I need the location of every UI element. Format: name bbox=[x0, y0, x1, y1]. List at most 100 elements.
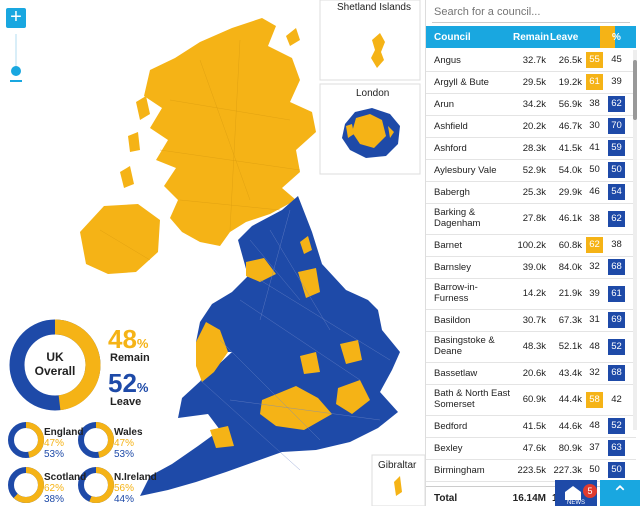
leave-votes: 26.5k bbox=[558, 55, 582, 66]
table-row[interactable]: Bassetlaw 20.6k 43.4k 32 68 bbox=[426, 363, 636, 385]
leave-votes: 44.6k bbox=[558, 421, 582, 432]
leave-votes: 80.9k bbox=[558, 443, 582, 454]
table-row[interactable]: Ashfield 20.2k 46.7k 30 70 bbox=[426, 116, 636, 138]
leave-votes: 67.3k bbox=[558, 315, 582, 326]
leave-votes: 227.3k bbox=[553, 465, 582, 476]
remain-votes: 32.7k bbox=[522, 55, 546, 66]
remain-votes: 20.2k bbox=[522, 121, 546, 132]
remain-pct: 61 bbox=[586, 74, 603, 90]
region-donut-remain bbox=[8, 467, 44, 503]
remain-votes: 39.0k bbox=[522, 262, 546, 273]
zoom-out-button[interactable] bbox=[10, 80, 22, 82]
leave-votes: 21.9k bbox=[558, 288, 582, 299]
table-row[interactable]: Barking & Dagenham 27.8k 46.1k 38 62 bbox=[426, 204, 636, 235]
scotland-region bbox=[144, 18, 316, 246]
leave-votes: 43.4k bbox=[558, 368, 582, 379]
table-row[interactable]: Barnsley 39.0k 84.0k 32 68 bbox=[426, 257, 636, 279]
remain-pct: 37 bbox=[589, 442, 600, 453]
remain-percentage: 48% bbox=[108, 324, 149, 354]
region-leave-pct: 53% bbox=[114, 449, 135, 460]
table-scrollbar[interactable] bbox=[633, 50, 637, 430]
remain-pct: 38 bbox=[589, 213, 600, 224]
zoom-slider-handle[interactable] bbox=[11, 66, 21, 76]
council-name: Basingstoke & Deane bbox=[434, 335, 495, 357]
remain-votes: 41.5k bbox=[522, 421, 546, 432]
leave-pct: 62 bbox=[608, 211, 625, 227]
leave-pct: 68 bbox=[608, 259, 625, 275]
table-row[interactable]: Ashford 28.3k 41.5k 41 59 bbox=[426, 138, 636, 160]
table-row[interactable]: Barrow-in-Furness 14.2k 21.9k 39 61 bbox=[426, 279, 636, 310]
leave-label: Leave bbox=[110, 396, 142, 408]
leave-pct: 38 bbox=[611, 239, 622, 250]
remain-pct: 62 bbox=[586, 237, 603, 253]
table-row[interactable]: Birmingham 223.5k 227.3k 50 50 bbox=[426, 460, 636, 482]
zoom-in-button[interactable]: + bbox=[6, 7, 26, 28]
region-leave-pct: 38% bbox=[44, 494, 65, 505]
council-results-panel: Council Remain Leave % Angus32.7k26.5k55… bbox=[425, 0, 640, 506]
council-search-input[interactable] bbox=[432, 2, 630, 23]
council-name: Argyll & Bute bbox=[434, 77, 489, 88]
remain-area-cambridge bbox=[340, 340, 362, 364]
leave-pct: 50 bbox=[608, 462, 625, 478]
leave-votes: 56.9k bbox=[558, 99, 582, 110]
table-row[interactable]: Bath & North East Somerset 60.9k 44.4k 58 42 bbox=[426, 385, 636, 416]
region-name: England bbox=[44, 427, 84, 438]
uk-results-map[interactable] bbox=[0, 0, 425, 506]
council-name: Bassetlaw bbox=[434, 368, 478, 379]
leave-votes: 44.4k bbox=[558, 394, 582, 405]
shetland-inset-frame bbox=[319, 0, 421, 81]
uk-overall-title: UK Overall bbox=[34, 350, 76, 378]
table-row[interactable]: Angus 32.7k 26.5k 55 45 bbox=[426, 50, 636, 72]
remain-area-south bbox=[260, 386, 332, 430]
remain-votes: 48.3k bbox=[522, 341, 546, 352]
remain-pct: 46 bbox=[589, 186, 600, 197]
remain-votes: 27.8k bbox=[522, 213, 546, 224]
leave-pct: 68 bbox=[608, 365, 625, 381]
remain-votes: 52.9k bbox=[522, 165, 546, 176]
region-name: Wales bbox=[114, 427, 143, 438]
leave-pct: 45 bbox=[611, 54, 622, 65]
news-label: NEWS bbox=[567, 500, 585, 506]
council-table-body[interactable]: Angus 32.7k 26.5k 55 45 Argyll & Bute 29.5k 19.… bbox=[426, 50, 636, 504]
remain-pct: 48 bbox=[589, 420, 600, 431]
england-wales-region bbox=[140, 196, 400, 496]
leave-pct: 52 bbox=[608, 339, 625, 355]
leave-votes: 46.1k bbox=[558, 213, 582, 224]
region-name: N.Ireland bbox=[114, 472, 157, 483]
gibraltar-label: Gibraltar bbox=[378, 460, 417, 471]
leave-pct: 50 bbox=[608, 162, 625, 178]
remain-area-exeter bbox=[210, 426, 234, 448]
table-row[interactable]: Babergh 25.3k 29.9k 46 54 bbox=[426, 182, 636, 204]
table-row[interactable]: Bexley 47.6k 80.9k 37 63 bbox=[426, 438, 636, 460]
table-row[interactable]: Arun 34.2k 56.9k 38 62 bbox=[426, 94, 636, 116]
map-area[interactable]: + Shetland Islands London Gibraltar UK O… bbox=[0, 0, 425, 506]
table-row[interactable]: Basingstoke & Deane 48.3k 52.1k 48 52 bbox=[426, 332, 636, 363]
leave-votes: 46.7k bbox=[558, 121, 582, 132]
scroll-top-button[interactable]: ⌃ bbox=[600, 480, 640, 506]
table-row[interactable]: Bedford 41.5k 44.6k 48 52 bbox=[426, 416, 636, 438]
total-label: Total bbox=[434, 493, 458, 504]
remain-pct: 39 bbox=[589, 288, 600, 299]
col-pct: % bbox=[612, 32, 621, 43]
col-council: Council bbox=[434, 32, 471, 43]
leave-pct: 54 bbox=[608, 184, 625, 200]
region-name: Scotland bbox=[44, 472, 87, 483]
remain-pct: 58 bbox=[586, 392, 603, 408]
total-leave: 1 bbox=[552, 493, 558, 504]
council-name: Ashford bbox=[434, 143, 467, 154]
table-row[interactable]: Aylesbury Vale 52.9k 54.0k 50 50 bbox=[426, 160, 636, 182]
table-row[interactable]: Barnet 100.2k 60.8k 62 38 bbox=[426, 235, 636, 257]
table-scrollbar-thumb[interactable] bbox=[633, 60, 637, 120]
table-header: Council Remain Leave % bbox=[426, 26, 636, 48]
leave-percentage: 52% bbox=[108, 368, 149, 398]
remain-area-liverpool bbox=[246, 258, 276, 282]
col-remain: Remain bbox=[513, 32, 550, 43]
remain-votes: 28.3k bbox=[522, 143, 546, 154]
zoom-slider-track[interactable] bbox=[15, 34, 17, 76]
scottish-isles bbox=[120, 96, 150, 188]
leave-pct: 59 bbox=[608, 140, 625, 156]
table-row[interactable]: Argyll & Bute 29.5k 19.2k 61 39 bbox=[426, 72, 636, 94]
remain-area-oxford bbox=[300, 352, 320, 374]
region-remain-pct: 56% bbox=[114, 483, 135, 494]
table-row[interactable]: Basildon 30.7k 67.3k 31 69 bbox=[426, 310, 636, 332]
